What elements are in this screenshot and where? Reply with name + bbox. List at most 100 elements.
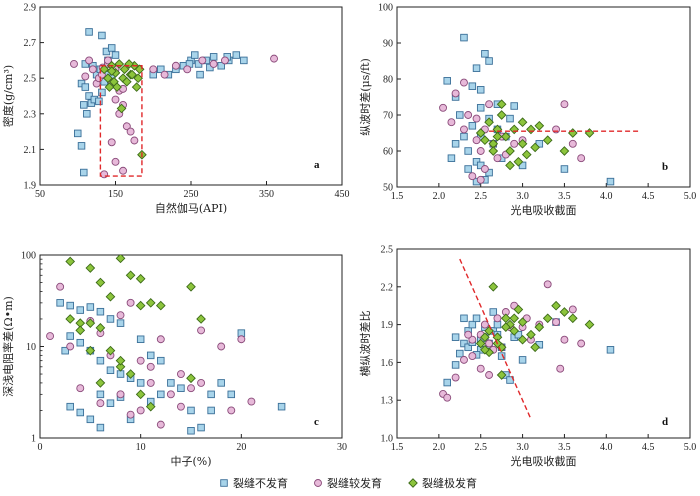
y-tick-label: 1 (31, 434, 36, 445)
data-point-circle (111, 157, 120, 166)
y-tick-label: 1.0 (381, 434, 394, 445)
data-point-diamond (500, 131, 511, 142)
data-point-circle (447, 118, 456, 127)
data-point-diamond (131, 82, 142, 92)
y-tick-label: 80 (383, 75, 393, 86)
data-point-square (96, 356, 105, 365)
data-point-circle (146, 378, 155, 387)
data-layer (439, 33, 615, 186)
data-point-square (460, 33, 468, 42)
data-point-square (443, 77, 451, 85)
data-point-circle (577, 339, 586, 348)
data-point-diamond (85, 345, 96, 356)
x-axis-title: 中子(%) (170, 455, 211, 468)
data-point-circle (217, 342, 226, 351)
data-point-diamond (145, 298, 156, 308)
data-point-square (493, 320, 502, 329)
legend-marker-square (220, 479, 228, 487)
y-axis-title: 横纵波时差比 (358, 311, 372, 377)
data-point-diamond (145, 401, 156, 412)
data-point-square (98, 31, 106, 40)
data-point-square (191, 51, 199, 59)
data-point-square (196, 70, 204, 79)
data-point-circle (568, 139, 577, 148)
data-point-square (606, 346, 615, 354)
data-point-diamond (584, 128, 595, 138)
data-point-square (111, 51, 120, 59)
data-point-diamond (106, 66, 117, 76)
x-tick-label: 1.5 (391, 442, 404, 453)
data-point-square (207, 390, 215, 399)
data-point-circle (568, 305, 577, 314)
data-point-diamond (521, 149, 532, 160)
data-point-circle (485, 100, 494, 109)
panel-letter: b (662, 161, 668, 173)
data-point-square (85, 28, 93, 36)
data-point-circle (485, 371, 494, 379)
data-point-diamond (105, 291, 116, 302)
data-point-square (209, 53, 218, 61)
x-tick-label: 2.5 (474, 191, 487, 202)
data-point-circle (66, 342, 75, 351)
data-point-square (76, 408, 85, 417)
data-point-square (106, 315, 115, 323)
data-point-circle (156, 335, 165, 344)
data-point-diamond (99, 64, 110, 75)
data-point-square (187, 406, 195, 415)
x-axis-title: 自然伽马(API) (155, 201, 227, 215)
data-point-circle (176, 402, 185, 411)
data-point-diamond (85, 263, 96, 273)
y-axis-title: 密度(g/cm³) (1, 65, 15, 127)
data-point-circle (439, 103, 447, 112)
x-tick-label: 2.5 (474, 442, 487, 453)
data-point-circle (197, 326, 206, 335)
y-tick-label: 2.3 (24, 109, 37, 120)
y-tick-label: 2.1 (24, 145, 37, 156)
data-point-circle (136, 406, 145, 415)
data-point-circle (166, 390, 175, 399)
data-point-diamond (114, 59, 125, 69)
x-tick-label: 2.0 (433, 442, 446, 453)
data-point-diamond (119, 64, 130, 75)
data-point-square (472, 64, 481, 72)
data-point-square (476, 86, 485, 94)
data-point-diamond (95, 378, 106, 388)
panel-c: 0 10 20 30 1 10 100 中子(%) 深浅电阻率差(Ω•m) c (1, 251, 347, 469)
data-point-diamond (480, 135, 490, 146)
data-point-diamond (480, 344, 490, 355)
data-point-diamond (95, 322, 106, 333)
data-point-square (76, 306, 85, 314)
data-point-square (98, 88, 106, 97)
data-point-diamond (155, 300, 166, 311)
data-point-diamond (484, 117, 494, 128)
data-point-square (136, 335, 145, 344)
data-point-circle (460, 125, 468, 134)
data-point-circle (126, 298, 135, 307)
data-point-diamond (95, 277, 106, 288)
x-tick-label: 4.5 (642, 442, 655, 453)
data-point-square (96, 307, 105, 316)
legend-label: 裂缝较发育 (327, 476, 382, 490)
data-point-square (497, 352, 506, 360)
data-point-circle (183, 65, 192, 74)
data-point-diamond (105, 345, 116, 356)
x-tick-label: 450 (335, 189, 350, 200)
data-point-diamond (505, 146, 515, 156)
data-point-diamond (505, 160, 515, 171)
data-point-circle (126, 410, 135, 419)
data-point-square (227, 390, 236, 399)
data-point-square (146, 351, 155, 360)
data-point-circle (197, 378, 206, 387)
data-layer (439, 280, 615, 402)
data-point-circle (56, 282, 65, 291)
data-point-square (464, 165, 472, 173)
data-point-square (56, 299, 64, 307)
x-tick-label: 1.5 (391, 191, 404, 202)
data-point-circle (198, 56, 207, 65)
data-point-circle (187, 384, 195, 393)
data-point-diamond (112, 82, 122, 92)
data-point-circle (176, 370, 185, 378)
legend-item: 裂缝极发育 (408, 476, 477, 490)
data-point-square (61, 346, 69, 355)
